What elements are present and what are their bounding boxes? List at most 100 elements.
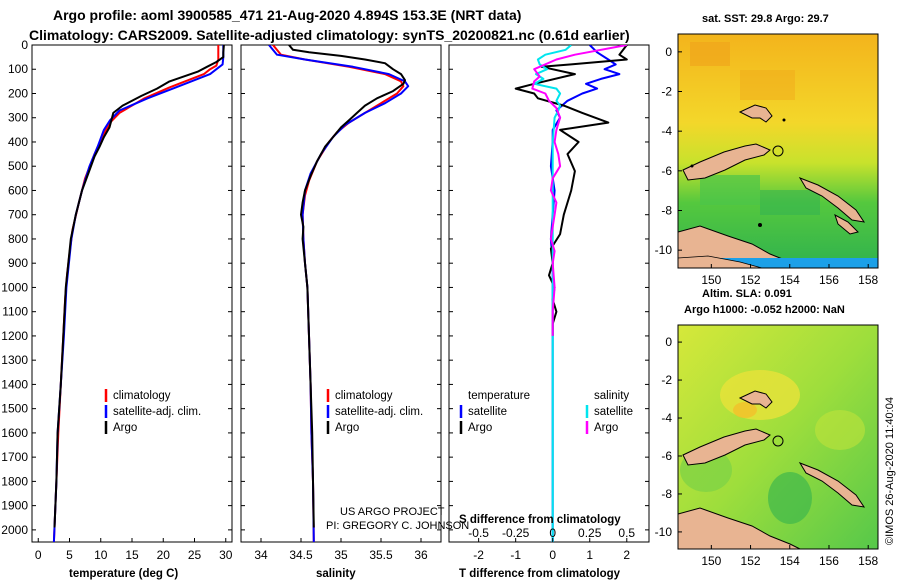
x-tick-label: 35.5 <box>369 548 393 562</box>
title-line-2: Climatology: CARS2009. Satellite-adjuste… <box>29 27 630 43</box>
x-tick-label: 25 <box>188 548 202 562</box>
difference-legend: temperature salinity satellite Argo sate… <box>459 390 633 434</box>
map-x-tick-label: 158 <box>858 273 878 287</box>
legend-climatology: climatology <box>335 390 393 402</box>
salinity-legend: climatology satellite-adj. clim. Argo <box>326 389 423 434</box>
map-x-tick-label: 152 <box>741 273 761 287</box>
x-tick-label: 5 <box>66 548 73 562</box>
x-tick-label: 2 <box>623 548 630 562</box>
series-line-climatology <box>52 45 220 542</box>
temperature-xlabel: temperature (deg C) <box>69 568 178 580</box>
sst-map <box>678 34 878 268</box>
temperature-legend: climatology satellite-adj. clim. Argo <box>104 389 201 434</box>
map-x-tick-label: 150 <box>701 273 721 287</box>
x-tick-label: 36 <box>414 548 428 562</box>
watermark: ©IMOS 26-Aug-2020 11:40:04 <box>884 397 896 545</box>
credit-pi: PI: GREGORY C. JOHNSON <box>326 520 469 532</box>
map-y-tick-label: -10 <box>655 243 673 257</box>
credit-project: US ARGO PROJECT <box>340 506 445 518</box>
series-group <box>52 45 225 542</box>
map-y-tick-label: 0 <box>665 45 672 59</box>
depth-tick-label: 1600 <box>1 426 28 440</box>
sst-map-title: sat. SST: 29.8 Argo: 29.7 <box>702 13 829 25</box>
x-tick-label: 35 <box>334 548 348 562</box>
depth-tick-label: 600 <box>8 183 28 197</box>
sla-map-title-2: Argo h1000: -0.052 h2000: NaN <box>684 304 845 316</box>
series-line-salinity-satellite <box>533 45 572 542</box>
legend-temp-argo: Argo <box>468 422 492 434</box>
x-tick-label: 10 <box>94 548 108 562</box>
depth-tick-label: 1100 <box>2 305 28 319</box>
series-group <box>514 45 628 542</box>
depth-tick-label: 400 <box>8 135 28 149</box>
map-y-tick-label: -6 <box>661 164 672 178</box>
legend-temp-satellite: satellite <box>468 406 507 418</box>
temperature-panel <box>31 44 233 543</box>
series-line-argo <box>53 45 225 528</box>
x-tick-label: 34 <box>254 548 268 562</box>
map-y-tick-label: -6 <box>661 449 672 463</box>
depth-tick-label: 700 <box>8 208 28 222</box>
legend-satellite: satellite-adj. clim. <box>113 406 201 418</box>
sla-map-title-1: Altim. SLA: 0.091 <box>702 288 792 300</box>
map-y-tick-label: -8 <box>661 487 672 501</box>
series-line-salinity-argo <box>531 45 627 336</box>
depth-tick-label: 1300 <box>1 353 28 367</box>
map-y-tick-label: -2 <box>661 373 672 387</box>
map-x-tick-label: 154 <box>780 554 800 568</box>
legend-sal-satellite: satellite <box>594 406 633 418</box>
depth-tick-label: 2000 <box>1 523 28 537</box>
x-tick-label: 0 <box>549 548 556 562</box>
x-tick-label: 1 <box>586 548 593 562</box>
difference-top-label: S difference from climatology <box>459 514 621 526</box>
depth-tick-label: 1800 <box>1 474 28 488</box>
series-line-satellite-adj-clim- <box>52 45 225 542</box>
top-x-tick-label: 0.5 <box>618 526 635 540</box>
depth-tick-label: 900 <box>8 256 28 270</box>
legend-satellite: satellite-adj. clim. <box>335 406 423 418</box>
depth-tick-label: 500 <box>8 159 28 173</box>
map-x-tick-label: 156 <box>819 554 839 568</box>
x-tick-label: 34.5 <box>289 548 313 562</box>
legend-climatology: climatology <box>113 390 171 402</box>
salinity-panel <box>240 44 442 543</box>
map-x-tick-label: 154 <box>780 273 800 287</box>
map-y-tick-label: -10 <box>655 525 673 539</box>
x-tick-label: -1 <box>510 548 521 562</box>
x-tick-label: -2 <box>473 548 484 562</box>
difference-xlabel: T difference from climatology <box>459 568 621 580</box>
depth-tick-label: 0 <box>21 38 28 52</box>
series-group <box>268 45 410 542</box>
argo-location-marker <box>772 145 784 157</box>
depth-tick-label: 800 <box>8 232 28 246</box>
sla-map <box>678 325 878 549</box>
top-x-tick-label: -0.25 <box>502 526 530 540</box>
map-y-tick-label: -8 <box>661 203 672 217</box>
series-line-climatology <box>272 45 405 542</box>
depth-tick-label: 300 <box>8 111 28 125</box>
map-y-tick-label: -2 <box>661 85 672 99</box>
top-x-tick-label: -0.5 <box>468 526 489 540</box>
legend-argo: Argo <box>335 422 359 434</box>
depth-tick-label: 1400 <box>1 377 28 391</box>
argo-location-marker <box>772 435 784 447</box>
map-x-tick-label: 152 <box>741 554 761 568</box>
legend-argo: Argo <box>113 422 137 434</box>
map-y-tick-label: 0 <box>665 335 672 349</box>
sla-map-frame <box>677 324 879 550</box>
top-x-tick-label: 0.25 <box>578 526 602 540</box>
series-line-satellite-adj-clim- <box>268 45 410 542</box>
top-x-tick-label: 0 <box>549 526 556 540</box>
series-line-temperature-satellite <box>549 45 621 542</box>
depth-tick-label: 1000 <box>1 280 28 294</box>
x-tick-label: 30 <box>219 548 233 562</box>
depth-tick-label: 1900 <box>1 499 28 513</box>
map-x-tick-label: 150 <box>701 554 721 568</box>
map-y-tick-label: -4 <box>661 124 672 138</box>
x-tick-label: 15 <box>125 548 139 562</box>
sst-map-frame <box>677 33 879 269</box>
legend-title-temperature: temperature <box>468 390 530 402</box>
x-tick-label: 20 <box>157 548 171 562</box>
depth-tick-label: 100 <box>8 62 28 76</box>
